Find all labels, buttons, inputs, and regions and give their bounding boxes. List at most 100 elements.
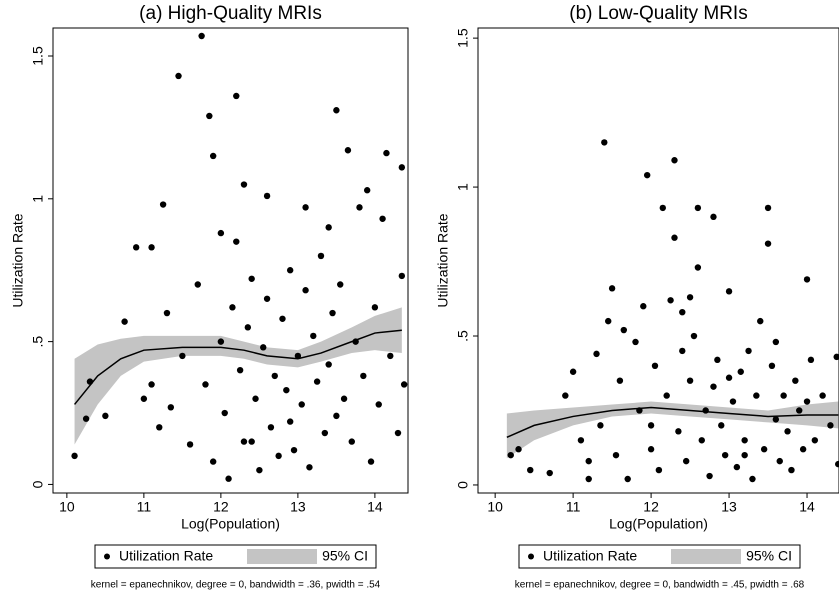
y-tick-label: 1: [455, 183, 471, 191]
data-point: [325, 361, 332, 368]
y-axis-label: Utilization Rate: [10, 213, 26, 307]
x-tick-label: 11: [566, 499, 581, 515]
data-point: [306, 464, 313, 471]
data-point: [807, 356, 815, 364]
data-point: [140, 395, 148, 402]
data-point: [394, 429, 402, 437]
data-point: [333, 107, 340, 114]
data-point: [741, 437, 748, 444]
data-point: [667, 297, 674, 304]
data-point: [569, 368, 577, 375]
data-point: [776, 457, 783, 465]
data-point: [601, 139, 608, 146]
x-axis-label: Log(Population): [181, 516, 280, 532]
data-point: [329, 309, 336, 317]
data-point: [706, 472, 713, 480]
data-point: [260, 344, 267, 351]
x-tick-label: 12: [643, 499, 659, 515]
x-tick-label: 11: [137, 499, 152, 515]
data-point: [702, 407, 709, 414]
data-point: [803, 398, 811, 405]
data-point: [217, 229, 225, 237]
x-tick-label: 12: [213, 499, 229, 515]
data-point: [248, 438, 255, 445]
data-point: [612, 451, 620, 459]
data-point: [263, 192, 271, 200]
x-tick-label: 13: [290, 499, 306, 515]
y-axis-label: Utilization Rate: [435, 213, 451, 307]
data-point: [198, 32, 205, 40]
data-point: [159, 201, 167, 208]
data-point: [148, 244, 155, 251]
data-point: [725, 374, 733, 381]
data-point: [690, 332, 698, 340]
data-point: [333, 412, 340, 420]
data-point: [240, 438, 248, 445]
data-point: [148, 381, 155, 388]
data-point: [799, 446, 807, 453]
data-point: [82, 415, 90, 422]
x-tick-label: 14: [367, 499, 383, 515]
data-point: [313, 378, 321, 385]
data-point: [363, 187, 371, 194]
data-point: [279, 315, 286, 322]
legend-marker: [528, 553, 534, 560]
data-point: [686, 377, 694, 384]
plot-frame: [477, 27, 839, 494]
data-point: [737, 368, 744, 375]
data-point: [710, 383, 717, 390]
data-point: [337, 281, 344, 288]
data-point: [741, 451, 748, 459]
data-point: [71, 452, 78, 460]
data-point: [772, 338, 780, 346]
data-point: [121, 318, 128, 325]
data-point: [597, 422, 604, 429]
x-tick-label: 14: [799, 499, 815, 515]
data-point: [236, 366, 244, 374]
data-point: [344, 147, 352, 154]
data-point: [772, 416, 780, 423]
data-point: [179, 352, 186, 360]
data-point: [620, 326, 628, 334]
data-point: [527, 466, 534, 474]
data-point: [233, 92, 240, 100]
data-point: [286, 418, 294, 425]
data-point: [835, 460, 839, 468]
data-point: [248, 275, 255, 282]
data-point: [768, 362, 776, 370]
data-point: [608, 285, 616, 292]
data-point: [671, 157, 678, 164]
data-point: [225, 475, 232, 482]
data-point: [749, 475, 756, 483]
data-point: [616, 377, 624, 384]
x-axis-label: Log(Population): [609, 516, 708, 532]
data-point: [718, 422, 725, 429]
data-point: [340, 395, 348, 402]
fit-line: [506, 406, 839, 438]
data-point: [256, 466, 263, 474]
data-point: [194, 281, 201, 288]
data-point: [375, 401, 382, 408]
data-point: [163, 309, 171, 317]
plot-frame: [52, 27, 409, 494]
fit-line: [73, 329, 402, 405]
data-point: [562, 392, 569, 399]
legend-label: Utilization Rate: [119, 548, 213, 564]
x-tick-label: 10: [487, 499, 503, 515]
data-point: [283, 386, 290, 394]
data-point: [710, 213, 717, 221]
data-point: [585, 457, 592, 465]
y-tick-label: .5: [455, 330, 471, 342]
legend-swatch: [671, 549, 741, 564]
data-point: [387, 352, 394, 360]
data-point: [546, 469, 553, 477]
panel-title: (b) Low-Quality MRIs: [569, 3, 747, 24]
data-point: [267, 424, 275, 431]
data-point: [252, 395, 259, 402]
data-point: [383, 149, 390, 157]
data-point: [651, 362, 659, 370]
data-point: [221, 409, 228, 417]
data-point: [348, 438, 355, 445]
data-point: [356, 204, 363, 211]
data-point: [764, 240, 772, 247]
